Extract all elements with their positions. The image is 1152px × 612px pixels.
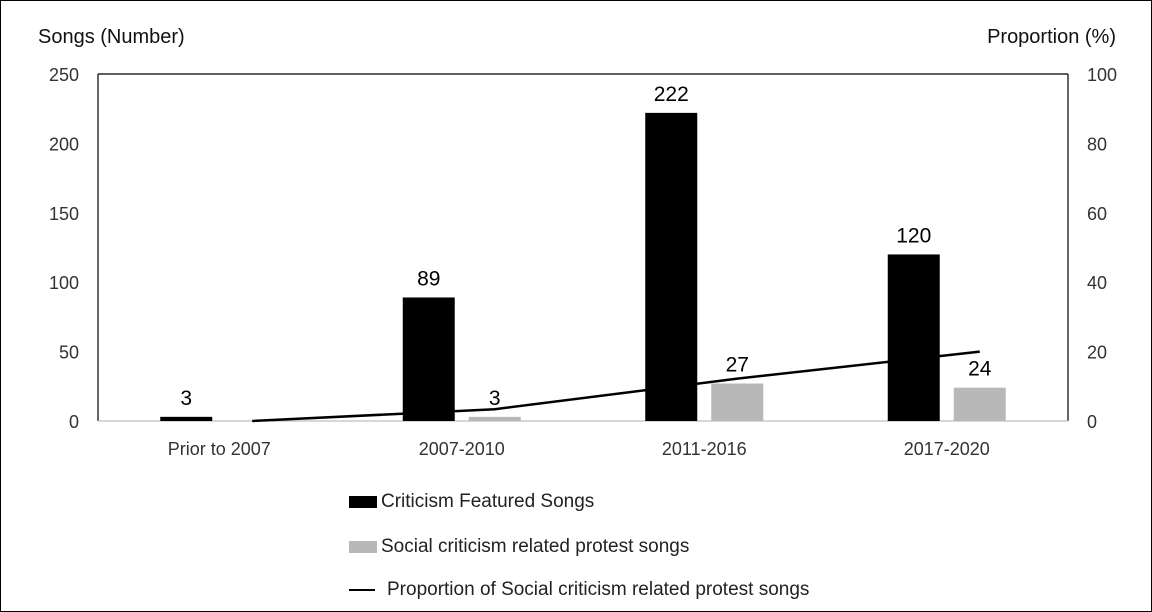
- x-tick-label: 2011-2016: [662, 439, 747, 459]
- data-label-protest-songs: 24: [968, 358, 992, 381]
- legend-item-criticism-featured: Criticism Featured Songs: [349, 490, 949, 516]
- left-tick-label: 100: [49, 273, 79, 293]
- left-tick-label: 250: [49, 65, 79, 85]
- left-tick-label: 150: [49, 204, 79, 224]
- right-tick-label: 0: [1087, 412, 1097, 432]
- bar-protest-songs: [953, 387, 1006, 421]
- data-label-protest-songs: 27: [726, 354, 749, 377]
- left-tick-label: 200: [49, 134, 79, 154]
- data-label-criticism-featured: 222: [654, 83, 689, 106]
- legend-item-proportion-line: Proportion of Social criticism related p…: [349, 578, 949, 604]
- proportion-line: [252, 350, 980, 423]
- bar-protest-songs: [711, 383, 764, 421]
- legend-label: Criticism Featured Songs: [381, 491, 595, 512]
- left-tick-label: 0: [69, 412, 79, 432]
- left-tick-label: 50: [59, 343, 79, 363]
- x-tick-label: Prior to 2007: [168, 439, 271, 459]
- data-label-criticism-featured: 89: [417, 267, 440, 290]
- right-tick-label: 40: [1087, 273, 1107, 293]
- right-tick-label: 100: [1087, 65, 1117, 85]
- legend-item-protest-songs: Social criticism related protest songs: [349, 535, 949, 561]
- bar-criticism-featured: [160, 416, 213, 421]
- bar-criticism-featured: [402, 297, 455, 421]
- right-tick-label: 20: [1087, 343, 1107, 363]
- legend-label: Proportion of Social criticism related p…: [387, 579, 810, 600]
- data-label-criticism-featured: 120: [896, 224, 931, 247]
- legend-swatch-line: [349, 589, 375, 591]
- legend-label: Social criticism related protest songs: [381, 536, 690, 557]
- right-axis-title: Proportion (%): [987, 26, 1116, 48]
- bar-criticism-featured: [887, 254, 940, 421]
- right-tick-label: 60: [1087, 204, 1107, 224]
- x-tick-label: 2017-2020: [904, 439, 990, 459]
- data-label-criticism-featured: 3: [180, 387, 192, 410]
- bar-protest-songs: [468, 416, 521, 421]
- left-axis-title: Songs (Number): [38, 26, 185, 48]
- right-tick-label: 80: [1087, 134, 1107, 154]
- data-label-protest-songs: 3: [489, 387, 501, 410]
- legend-swatch-gray-bar: [349, 541, 377, 553]
- legend-swatch-black-bar: [349, 496, 377, 508]
- bar-criticism-featured: [645, 112, 698, 421]
- x-tick-label: 2007-2010: [419, 439, 505, 459]
